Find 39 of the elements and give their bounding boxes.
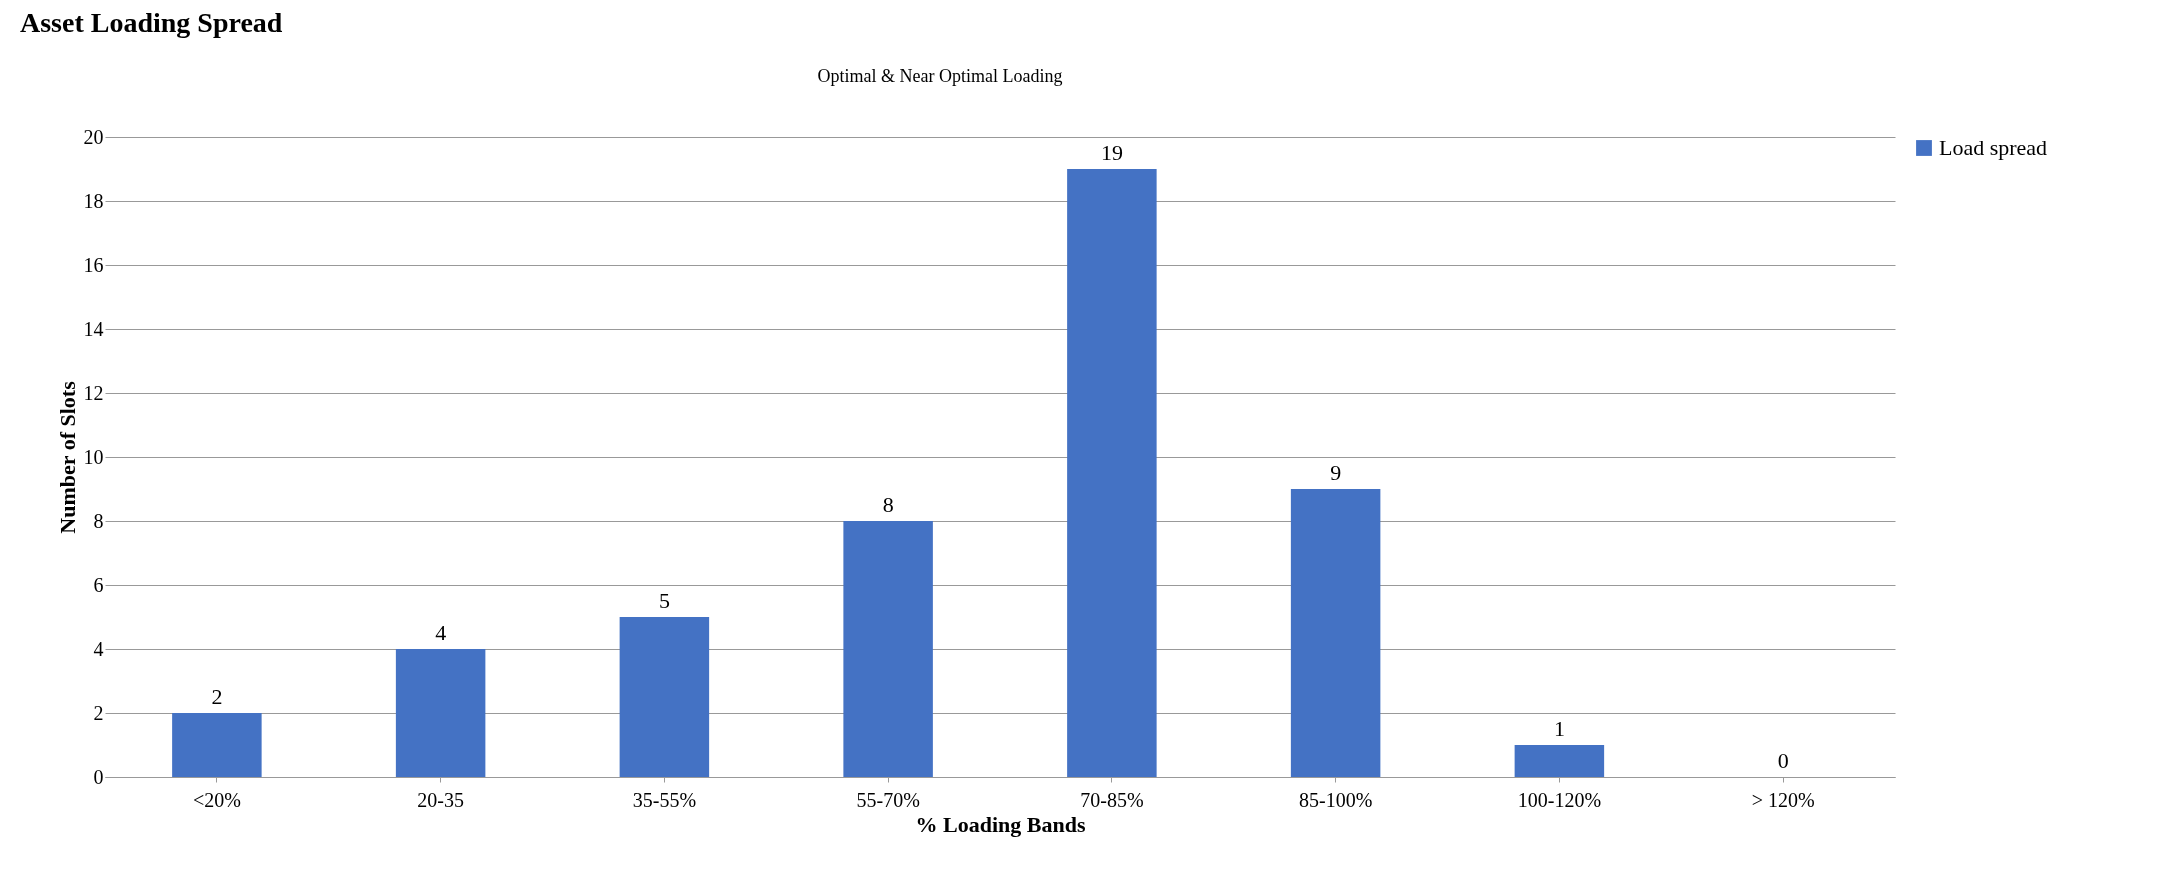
legend-label: Load spread — [1939, 135, 2048, 160]
data-label: 8 — [882, 492, 894, 517]
x-tick-label: 35-55% — [632, 788, 697, 811]
chart-title: Asset Loading Spread — [20, 7, 283, 38]
y-tick-label: 14 — [83, 317, 104, 340]
y-tick-label: 20 — [83, 125, 104, 148]
y-axis-title: Number of Slots — [54, 380, 80, 534]
y-tick-label: 6 — [93, 573, 104, 596]
x-tick-label: 20-35 — [417, 788, 464, 811]
data-label: 9 — [1330, 460, 1342, 485]
bar — [1290, 489, 1381, 777]
bar — [843, 521, 933, 777]
data-label: 2 — [211, 684, 223, 709]
y-tick-label: 0 — [93, 765, 104, 788]
y-tick-label: 18 — [83, 189, 104, 212]
data-label: 1 — [1553, 716, 1565, 741]
x-tick-label: 55-70% — [856, 788, 920, 811]
text: Optimal & Near Optimal Loading — [817, 66, 1063, 86]
x-tick-label: > 120% — [1751, 788, 1815, 811]
data-label: 19 — [1100, 140, 1123, 165]
bar — [172, 713, 262, 777]
x-axis-title: % Loading Bands — [915, 811, 1086, 837]
bar — [395, 649, 486, 777]
x-tick-label: 70-85% — [1080, 788, 1144, 811]
y-tick-label: 16 — [83, 253, 104, 276]
bar — [619, 617, 710, 777]
x-tick-label: 85-100% — [1298, 788, 1373, 811]
y-tick-label: 8 — [93, 509, 104, 532]
y-tick-label: 10 — [83, 445, 104, 468]
data-label: 5 — [658, 588, 670, 613]
bar — [1514, 745, 1605, 777]
data-label: 4 — [435, 620, 447, 645]
bar — [1067, 169, 1157, 777]
data-label: 0 — [1777, 748, 1789, 773]
x-tick-label: 100-120% — [1517, 788, 1602, 811]
y-tick-label: 12 — [83, 381, 104, 404]
x-tick-label: <20% — [192, 788, 241, 811]
y-tick-label: 4 — [93, 637, 104, 660]
y-tick-label: 2 — [93, 701, 104, 724]
